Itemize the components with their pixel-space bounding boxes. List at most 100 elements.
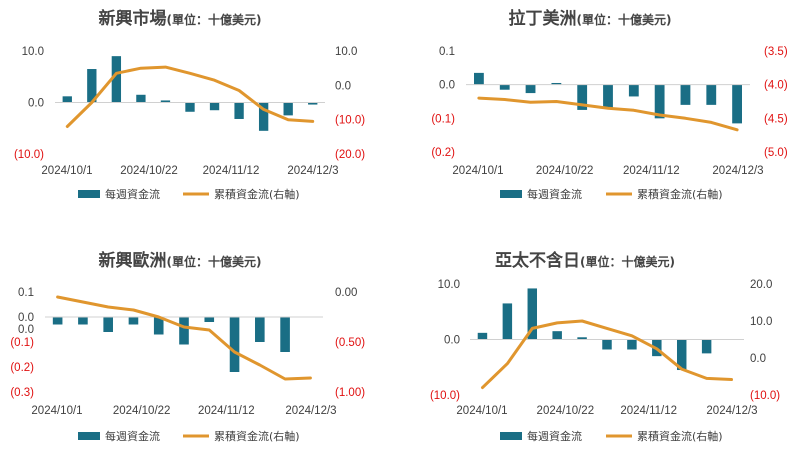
right-axis-tick-label: 20.0 [750,279,772,291]
chart-title-unit: (單位：十億美元) [580,254,675,269]
x-axis-tick-label: 2024/11/12 [623,165,680,177]
weekly-flow-bar [602,339,612,350]
legend-bar-swatch [500,190,522,198]
x-axis-tick-label: 2024/10/1 [31,405,82,417]
weekly-flow-bar [153,317,164,335]
cumulative-flow-line [477,96,739,132]
chart-title-main: 拉丁美洲 [509,8,577,29]
right-axis-tick-label: (10.0) [750,390,780,402]
left-axis-tick-label: (0.3) [10,387,34,399]
weekly-flow-bar [258,102,269,131]
chart-title: 新興市場(單位：十億美元) [99,8,262,29]
left-axis-tick-label: (0.1) [431,113,455,125]
weekly-flow-bar [136,94,146,103]
weekly-flow-bar [477,332,488,340]
right-axis-tick-label: (10.0) [335,115,365,127]
weekly-flow-bar [654,84,665,119]
chart-title-unit: (單位：十億美元) [577,12,672,27]
weekly-flow-bar [627,339,637,350]
x-axis-tick-label: 2024/10/22 [536,165,594,177]
x-axis-tick-label: 2024/12/3 [706,405,757,417]
right-axis-tick-label: (4.0) [764,80,788,92]
legend-line-label: 累積資金流(右軸) [637,429,723,443]
legend-bar-swatch [500,432,522,440]
chart-panel-2: 拉丁美洲(單位：十億美元) 0.1 0.0 (0.1) (0.2) (3.5) (4.0) (… [431,8,787,201]
x-axis-tick-label: 2024/10/1 [41,165,92,177]
weekly-flow-bar [502,303,513,340]
weekly-flow-bar [255,317,265,342]
x-axis-tick-label: 2024/12/3 [287,165,338,177]
left-axis-tick-label: (10.0) [14,149,44,161]
legend-bar-label: 每週資金流 [105,187,160,201]
weekly-flow-bar [209,102,220,111]
weekly-flow-bar [78,317,88,325]
legend-bar-swatch [78,432,100,440]
weekly-flow-bar [234,102,244,119]
weekly-flow-bar [603,84,613,109]
chart-title: 亞太不含日(單位：十億美元) [495,250,675,271]
weekly-flow-bar [160,100,171,103]
left-axis-tick-label: 0.0 [444,335,460,347]
weekly-flow-bar [551,82,562,85]
weekly-flow-bar [283,102,293,116]
right-axis-tick-label: (3.5) [764,46,788,58]
weekly-flow-bar [499,84,510,90]
right-axis-tick-label: (4.5) [764,113,788,125]
weekly-flow-bar [706,84,717,105]
chart-title-unit: (單位：十億美元) [167,12,262,27]
cumulative-flow-line [481,319,733,390]
right-axis-tick-label: (0.50) [335,337,365,349]
left-axis-tick-label: 0.1 [439,46,455,58]
legend-line-label: 累積資金流(右軸) [214,187,300,201]
left-axis-tick-label: (0.2) [10,362,34,374]
left-axis-tick-label: 0.0 [28,98,44,110]
chart-title-main: 新興市場 [99,8,167,29]
weekly-flow-bar [204,317,215,322]
chart-title: 拉丁美洲(單位：十億美元) [509,8,672,29]
weekly-flow-bar [577,337,587,340]
left-axis-tick-label: 0.0 [18,324,34,336]
left-axis-tick-label: 10.0 [438,279,460,291]
weekly-flow-bar [552,331,562,340]
x-axis-tick-label: 2024/11/12 [620,405,677,417]
x-axis-tick-label: 2024/12/3 [285,405,336,417]
weekly-flow-bar [680,84,691,105]
weekly-flow-bar [474,72,484,85]
legend-bar-label: 每週資金流 [105,429,160,443]
left-axis-tick-label: (0.1) [10,337,34,349]
weekly-flow-bar [229,317,240,372]
right-axis-tick-label: (5.0) [764,147,788,159]
weekly-flow-bar [179,317,189,345]
left-axis-tick-label: 0.1 [18,287,34,299]
x-axis-tick-label: 2024/10/1 [456,405,507,417]
legend-line-label: 累積資金流(右軸) [214,429,300,443]
x-axis-tick-label: 2024/12/3 [712,165,763,177]
left-axis-tick-label: (0.2) [431,147,455,159]
chart-title-unit: (單位：十億美元) [167,254,262,269]
weekly-flow-bar [128,317,139,325]
legend-bar-swatch [78,190,100,198]
chart-panel-3: 新興歐洲(單位：十億美元)0.10.0(0.1)(0.2)(0.3)0.00.0… [10,250,365,443]
weekly-flow-bar [87,69,97,103]
weekly-flow-bar [628,84,639,97]
weekly-flow-bar [577,84,588,110]
legend-bar-label: 每週資金流 [527,429,582,443]
cumulative-flow-line [56,295,312,381]
weekly-flow-bar [111,56,122,103]
chart-panel-4: 亞太不含日(單位：十億美元) 10.0 0.0 (10.0) 20.0 10.0 0.0 (1… [430,250,780,443]
chart-title-main: 新興歐洲 [99,250,167,271]
weekly-flow-bar [103,317,113,332]
left-axis-tick-label: (10.0) [430,390,460,402]
right-axis-tick-label: (20.0) [335,149,365,161]
right-axis-tick-label: 0.0 [750,353,766,365]
weekly-flow-bar [527,288,538,340]
right-axis-tick-label: 0.00 [335,287,357,299]
x-axis-tick-label: 2024/11/12 [203,165,260,177]
right-axis-tick-label: 10.0 [335,46,357,58]
weekly-flow-bar [676,339,687,371]
x-axis-tick-label: 2024/10/22 [120,165,178,177]
left-axis-tick-label: 0.0 [439,80,455,92]
weekly-flow-bar [280,317,290,352]
weekly-flow-bar [732,84,742,124]
